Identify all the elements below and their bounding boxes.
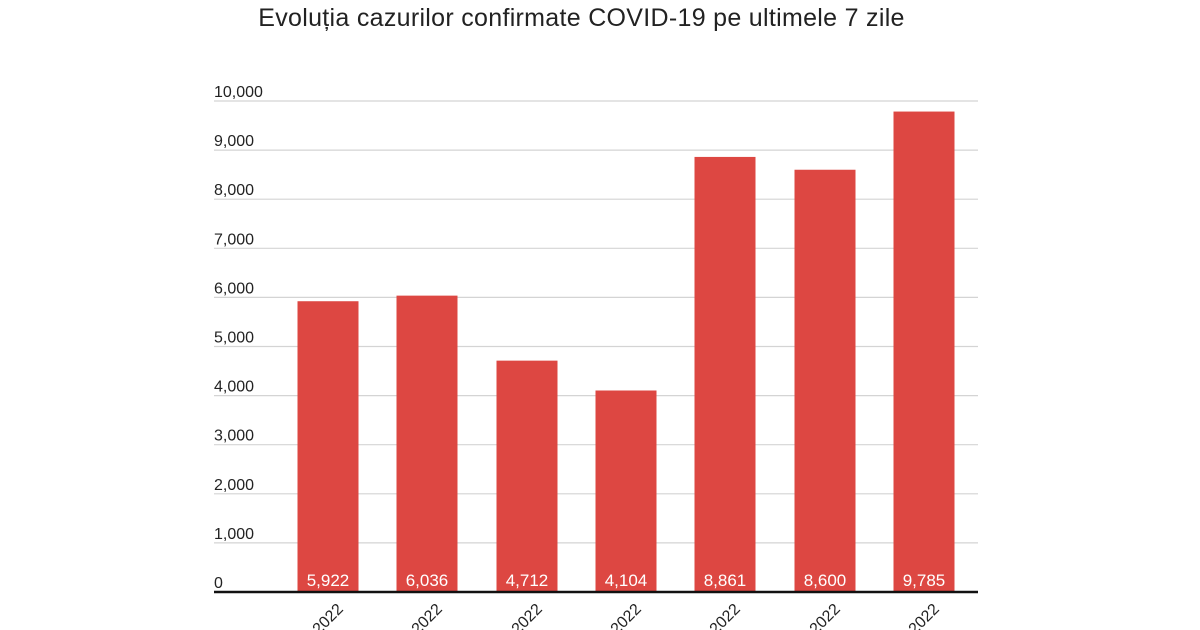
x-tick-label: .2022 bbox=[703, 601, 743, 630]
bar bbox=[396, 295, 458, 592]
y-tick-label: 3,000 bbox=[214, 428, 254, 445]
y-tick-label: 9,000 bbox=[214, 133, 254, 150]
y-tick-label: 10,000 bbox=[214, 84, 263, 101]
bar-value-label: 4,712 bbox=[506, 571, 549, 590]
bar-value-label: 8,600 bbox=[804, 571, 847, 590]
y-tick-label: 2,000 bbox=[214, 477, 254, 494]
x-tick-label: .2022 bbox=[902, 601, 942, 630]
y-tick-label: 4,000 bbox=[214, 379, 254, 396]
bar bbox=[496, 360, 558, 592]
y-tick-label: 0 bbox=[214, 575, 223, 592]
y-tick-label: 7,000 bbox=[214, 231, 254, 248]
y-tick-label: 8,000 bbox=[214, 182, 254, 199]
x-tick-label: .2022 bbox=[803, 601, 843, 630]
bar bbox=[794, 169, 856, 593]
bar bbox=[694, 156, 756, 592]
bar-value-label: 8,861 bbox=[704, 571, 747, 590]
bar-value-label: 5,922 bbox=[307, 571, 350, 590]
x-tick-label: .2022 bbox=[306, 601, 346, 630]
bar-value-label: 4,104 bbox=[605, 571, 648, 590]
y-tick-label: 6,000 bbox=[214, 280, 254, 297]
x-tick-label: .2022 bbox=[505, 601, 545, 630]
bar bbox=[893, 111, 955, 592]
bar bbox=[595, 390, 657, 592]
x-tick-label: .2022 bbox=[604, 601, 644, 630]
bar bbox=[297, 301, 359, 592]
x-tick-label: .2022 bbox=[405, 601, 445, 630]
chart-title: Evoluția cazurilor confirmate COVID-19 p… bbox=[258, 4, 905, 32]
bar-value-label: 6,036 bbox=[406, 571, 449, 590]
y-tick-label: 1,000 bbox=[214, 526, 254, 543]
y-tick-label: 5,000 bbox=[214, 330, 254, 347]
bar-value-label: 9,785 bbox=[903, 571, 946, 590]
